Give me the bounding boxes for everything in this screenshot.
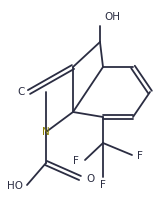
Text: C: C — [18, 87, 25, 97]
Text: F: F — [100, 180, 106, 190]
Text: O: O — [86, 174, 94, 184]
Text: N: N — [42, 127, 50, 137]
Text: F: F — [73, 156, 79, 166]
Text: HO: HO — [7, 181, 23, 191]
Text: F: F — [137, 151, 143, 161]
Text: OH: OH — [104, 12, 120, 22]
